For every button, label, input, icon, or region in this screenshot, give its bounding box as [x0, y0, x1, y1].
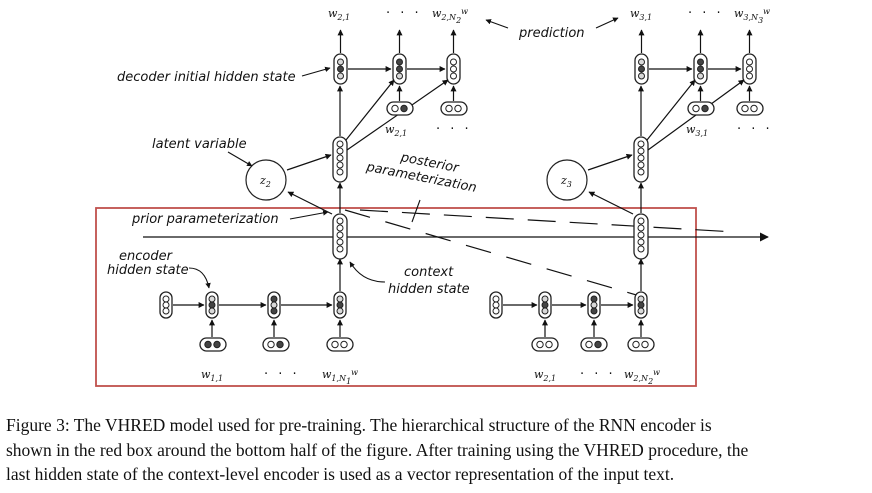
- latent-z2-circle: [245, 159, 287, 201]
- decoder-initial-hidden-state-label: decoder initial hidden state: [117, 70, 296, 85]
- posterior-dashed-line-2: [344, 209, 641, 297]
- encoder-label-line1: encoder: [119, 249, 174, 264]
- context-node-1: [332, 213, 348, 291]
- encoder-hidden-node-2b: [587, 291, 601, 319]
- ellipsis-bot-1: · · ·: [264, 367, 300, 382]
- input-embedding-2b: [580, 337, 608, 352]
- ellipsis-mid-1: · · ·: [436, 122, 472, 137]
- token-w21-bot: w2,1: [534, 368, 556, 383]
- decoder-stack-2: [546, 29, 764, 215]
- caption-line-2: shown in the red box around the bottom h…: [6, 439, 749, 460]
- prior-parameterization-label: prior parameterization: [131, 212, 279, 227]
- posterior-label: posterior parameterization: [364, 150, 478, 196]
- encoder-utterance-2: [489, 291, 655, 352]
- input-embedding-1c: [326, 337, 354, 352]
- context-label-arrow: [349, 261, 386, 283]
- latent-z3-label: z3: [560, 174, 572, 189]
- ellipsis-top-1: · · ·: [386, 6, 422, 21]
- input-embedding-2a: [531, 337, 559, 352]
- encoder-init-node-2: [489, 291, 503, 319]
- latent-z3-circle: [546, 159, 588, 201]
- posterior-arrow: [411, 199, 421, 223]
- encoder-utterance-1: [159, 291, 354, 352]
- encoder-hidden-node-2c: [634, 291, 648, 319]
- encoder-hidden-node-1a: [205, 291, 219, 319]
- token-w11-bot: w1,1: [201, 368, 223, 383]
- encoder-label-arrow: [188, 267, 211, 289]
- latent-variable-label: latent variable: [152, 137, 247, 152]
- context-node-2: [633, 213, 649, 291]
- input-embedding-1a: [199, 337, 227, 352]
- latent-variable-arrow: [227, 151, 253, 167]
- prediction-arrow-left: [485, 19, 509, 29]
- token-w31-mid: w3,1: [686, 123, 708, 138]
- prediction-arrow-right: [595, 17, 619, 29]
- prediction-label: prediction: [518, 26, 585, 41]
- ellipsis-bot-2: · · ·: [580, 367, 616, 382]
- token-w2n-top: w2,N2w: [432, 7, 468, 25]
- token-w1n-bot: w1,N1w: [322, 368, 358, 386]
- ellipsis-top-2: · · ·: [688, 6, 724, 21]
- context-label-line1: context: [404, 265, 454, 280]
- token-w31-top: w3,1: [630, 7, 652, 22]
- ellipsis-mid-2: · · ·: [737, 122, 773, 137]
- encoder-red-box: [95, 207, 697, 387]
- encoder-hidden-node-1b: [267, 291, 281, 319]
- encoder-hidden-node-1c: [333, 291, 347, 319]
- decoder-initial-arrow: [301, 66, 331, 77]
- input-embedding-1b: [262, 337, 290, 352]
- caption-line-1: Figure 3: The VHRED model used for pre-t…: [6, 415, 712, 435]
- caption-line-3: last hidden state of the context-level e…: [6, 464, 675, 484]
- prior-arrow: [289, 210, 329, 220]
- vhred-diagram: w2,1 · · · w2,N2w w3,1 · · · w3,N3w pred…: [95, 6, 773, 387]
- token-w21-mid: w2,1: [385, 123, 407, 138]
- posterior-dashed-line-1: [359, 209, 736, 233]
- token-w3n-top: w3,N3w: [734, 7, 770, 25]
- input-embedding-2c: [627, 337, 655, 352]
- decoder-stack-1: [245, 29, 468, 215]
- token-w2n-bot: w2,N2w: [624, 368, 660, 386]
- token-w21-top: w2,1: [328, 7, 350, 22]
- figure-caption: Figure 3: The VHRED model used for pre-t…: [6, 413, 868, 487]
- encoder-hidden-node-2a: [538, 291, 552, 319]
- latent-z2-label: z2: [259, 174, 271, 189]
- context-label-line2: hidden state: [388, 282, 470, 297]
- encoder-label-line2: hidden state: [107, 263, 189, 278]
- encoder-init-node-1: [159, 291, 173, 319]
